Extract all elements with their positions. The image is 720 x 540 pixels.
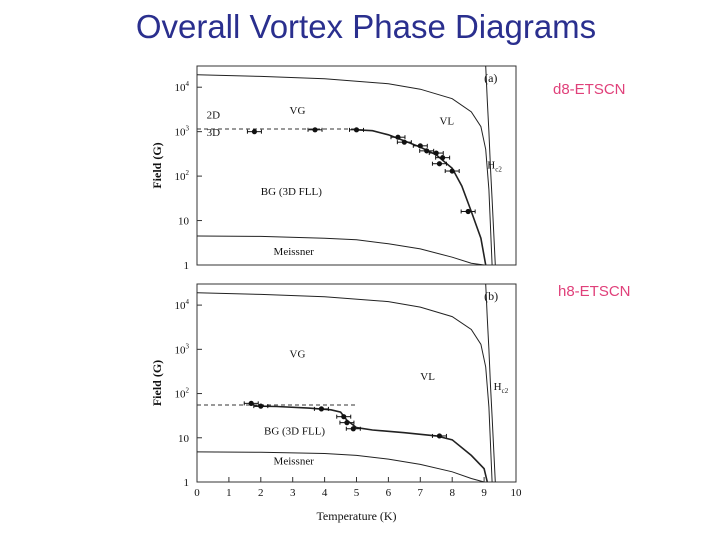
region-label: 3D: [207, 127, 221, 139]
plot-frame: [196, 65, 517, 266]
region-label: Meissner: [274, 246, 315, 258]
x-tick-label: 10: [511, 487, 523, 499]
y-tick-label: 1: [184, 260, 190, 272]
x-tick-label: 7: [418, 487, 424, 499]
region-label: VG: [290, 105, 306, 117]
y-tick-label: 10: [178, 433, 190, 445]
x-tick-label: 2: [258, 487, 264, 499]
region-label-subscript: c2: [502, 387, 509, 395]
data-point: [436, 161, 443, 167]
meissner-line: [196, 451, 485, 483]
region-label: VG: [290, 349, 306, 361]
y-tick-label: 10: [178, 216, 190, 228]
glass-transition-line: [254, 405, 489, 483]
y-tick-label: 104: [175, 80, 190, 94]
y-tick-exponent: 2: [186, 169, 190, 177]
x-tick-label: 6: [386, 487, 392, 499]
region-label-subscript: c2: [495, 165, 502, 173]
data-point: [465, 208, 471, 215]
data-point: [449, 168, 455, 174]
y-axis-label: Field (G): [150, 360, 164, 406]
x-tick-label: 1: [226, 487, 232, 499]
region-label: 2D: [207, 109, 221, 121]
region-label: BG (3D FLL): [261, 186, 322, 198]
y-tick-label: 104: [175, 298, 190, 312]
hc2-line: [485, 65, 496, 266]
sample-label-h8: h8-ETSCN: [558, 283, 631, 300]
data-point: [353, 127, 360, 133]
y-tick-exponent: 4: [186, 80, 190, 88]
x-tick-label: 9: [481, 487, 487, 499]
panel-tag: (a): [484, 71, 497, 85]
y-tick-label: 1: [184, 477, 190, 489]
data-point: [341, 414, 347, 420]
y-tick-exponent: 4: [186, 298, 190, 306]
region-label: VL: [420, 371, 435, 383]
data-point: [424, 148, 430, 154]
region-label: BG (3D FLL): [264, 425, 325, 437]
data-point: [433, 150, 439, 156]
hc2-line: [485, 283, 496, 483]
sample-label-d8: d8-ETSCN: [553, 81, 626, 98]
region-label: VL: [439, 115, 454, 127]
y-tick-exponent: 3: [186, 125, 190, 133]
data-point: [417, 143, 423, 149]
x-tick-label: 4: [322, 487, 328, 499]
phase-panel-a: 1 10 102 103 104 Field (G) (a) VG VL 2D 3D BG (3D F…: [150, 65, 517, 272]
meissner-line: [196, 235, 485, 266]
region-label: Hc2: [487, 159, 502, 173]
x-tick-label: 5: [354, 487, 360, 499]
data-point: [248, 400, 254, 406]
data-point: [318, 406, 325, 412]
y-tick-label: 103: [175, 125, 190, 139]
data-point: [251, 129, 258, 135]
y-tick-exponent: 2: [186, 387, 190, 395]
glass-transition-line: [356, 129, 487, 266]
data-point: [436, 433, 443, 439]
data-point: [312, 127, 318, 133]
data-point: [258, 403, 264, 409]
y-tick-exponent: 3: [186, 342, 190, 350]
y-axis-label: Field (G): [150, 142, 164, 188]
vortex-liquid-boundary-line: [196, 74, 493, 266]
y-tick-label: 103: [175, 342, 190, 356]
x-axis-label: Temperature (K): [316, 509, 396, 523]
data-point: [440, 155, 446, 161]
y-tick-label: 102: [175, 387, 190, 401]
x-tick-label: 0: [194, 487, 200, 499]
region-label: Meissner: [274, 455, 315, 467]
y-tick-label: 102: [175, 169, 190, 183]
data-point: [395, 134, 401, 140]
region-label: Hc2: [494, 381, 509, 395]
x-tick-label: 8: [449, 487, 455, 499]
vortex-liquid-boundary-line: [196, 292, 493, 483]
data-point: [350, 426, 356, 432]
panel-tag: (b): [484, 289, 498, 303]
data-point: [401, 139, 407, 145]
data-point: [344, 420, 350, 426]
x-tick-label: 3: [290, 487, 296, 499]
slide-title: Overall Vortex Phase Diagrams: [135, 8, 597, 45]
